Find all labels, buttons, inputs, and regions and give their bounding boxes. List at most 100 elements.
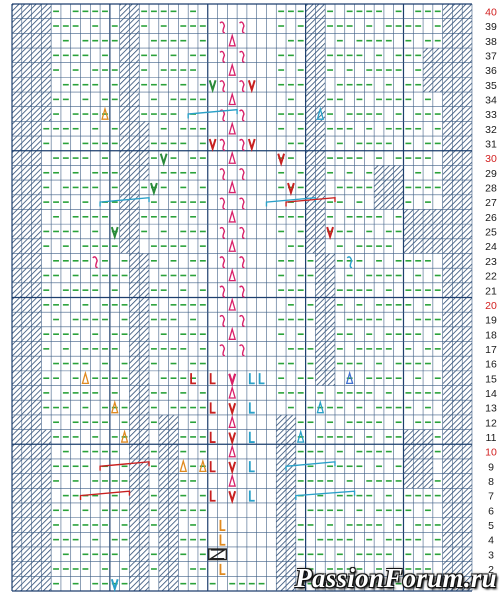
twist-icon bbox=[239, 138, 245, 151]
triangle-icon bbox=[345, 370, 354, 384]
twist-icon bbox=[219, 314, 226, 327]
row-number-label: 16 bbox=[485, 359, 497, 371]
no-stitch-cell bbox=[41, 77, 52, 93]
triangle-icon bbox=[228, 91, 237, 106]
triangle-icon bbox=[228, 33, 237, 47]
twist-icon bbox=[239, 80, 245, 93]
no-stitch-cell bbox=[442, 576, 472, 591]
bracket-icon bbox=[295, 490, 356, 501]
triangle-icon bbox=[296, 429, 305, 443]
no-stitch-cell bbox=[442, 444, 472, 459]
v-icon bbox=[247, 138, 256, 152]
v-icon bbox=[159, 153, 168, 167]
triangle-icon bbox=[179, 458, 188, 473]
row-number-label: 13 bbox=[485, 403, 497, 415]
no-stitch-cell bbox=[442, 356, 472, 371]
no-stitch-cell bbox=[442, 165, 472, 181]
twist-icon bbox=[239, 50, 245, 63]
no-stitch-cell bbox=[41, 18, 52, 34]
twist-icon bbox=[239, 109, 245, 122]
no-stitch-cell bbox=[442, 48, 472, 63]
twist-icon bbox=[239, 344, 245, 357]
row-number-label: 11 bbox=[486, 432, 497, 444]
chart-grid bbox=[11, 3, 473, 592]
l-icon bbox=[209, 402, 216, 414]
no-stitch-cell bbox=[12, 238, 42, 254]
no-stitch-cell bbox=[12, 121, 42, 137]
no-stitch-cell bbox=[12, 429, 42, 445]
l-icon bbox=[209, 490, 216, 502]
no-stitch-cell bbox=[12, 400, 42, 415]
no-stitch-cell bbox=[12, 473, 42, 489]
no-stitch-cell bbox=[442, 282, 472, 298]
triangle-icon bbox=[228, 150, 237, 164]
z-icon bbox=[208, 549, 227, 560]
no-stitch-cell bbox=[41, 33, 52, 49]
row-number-label: 12 bbox=[485, 417, 497, 429]
row-number-label: 40 bbox=[485, 6, 497, 18]
no-stitch-cell bbox=[12, 224, 42, 239]
no-stitch-cell bbox=[12, 561, 42, 577]
row-number-label: 23 bbox=[485, 256, 497, 268]
no-stitch-cell bbox=[12, 546, 42, 562]
no-stitch-cell bbox=[12, 165, 42, 181]
no-stitch-cell bbox=[442, 136, 472, 151]
no-stitch-cell bbox=[442, 429, 472, 445]
no-stitch-cell bbox=[12, 4, 42, 19]
row-number-label: 28 bbox=[485, 183, 497, 195]
l-icon bbox=[219, 519, 226, 531]
l-icon bbox=[219, 534, 226, 546]
no-stitch-cell bbox=[374, 180, 404, 195]
no-stitch-cell bbox=[442, 517, 472, 533]
no-stitch-cell bbox=[41, 48, 52, 63]
no-stitch-cell bbox=[442, 400, 472, 415]
no-stitch-cell bbox=[442, 92, 472, 107]
no-stitch-cell bbox=[41, 92, 52, 107]
cable-symbols bbox=[79, 21, 356, 593]
triangle-icon bbox=[316, 106, 325, 120]
no-stitch-cell bbox=[41, 502, 52, 518]
row-number-label: 19 bbox=[485, 315, 497, 327]
row-number-label: 30 bbox=[485, 153, 497, 165]
triangle-icon bbox=[228, 238, 237, 252]
no-stitch-cell bbox=[12, 253, 42, 269]
v-icon bbox=[228, 402, 237, 417]
no-stitch-cell bbox=[12, 576, 42, 591]
twist-icon bbox=[219, 344, 226, 357]
no-stitch-cell bbox=[442, 62, 472, 78]
v-icon bbox=[110, 226, 119, 240]
no-stitch-cell bbox=[403, 473, 433, 489]
twist-icon bbox=[219, 21, 226, 34]
row-number-label: 34 bbox=[485, 94, 497, 106]
no-stitch-cell bbox=[442, 546, 472, 562]
no-stitch-cell bbox=[442, 488, 472, 503]
no-stitch-cell bbox=[442, 561, 472, 577]
twist-icon bbox=[219, 138, 226, 151]
no-stitch-cell bbox=[12, 106, 42, 122]
no-stitch-cell bbox=[12, 517, 42, 533]
no-stitch-cell bbox=[442, 473, 472, 489]
z-box-icon bbox=[208, 548, 227, 561]
no-stitch-cell bbox=[12, 297, 42, 313]
triangle-icon bbox=[228, 473, 237, 487]
triangle-icon bbox=[228, 121, 237, 135]
no-stitch-cell bbox=[41, 473, 52, 489]
no-stitch-cell bbox=[12, 62, 42, 78]
v-icon bbox=[150, 182, 158, 196]
no-stitch-cell bbox=[374, 194, 404, 210]
row-number-label: 20 bbox=[485, 300, 497, 312]
no-stitch-cell bbox=[442, 326, 472, 342]
no-stitch-cell bbox=[442, 33, 472, 49]
triangle-icon bbox=[228, 326, 237, 340]
triangle-icon bbox=[199, 458, 207, 473]
v-icon bbox=[228, 432, 237, 446]
no-stitch-cell bbox=[442, 121, 472, 137]
triangle-icon bbox=[120, 429, 129, 443]
no-stitch-cell bbox=[12, 136, 42, 151]
v-icon bbox=[208, 138, 217, 152]
twist-icon bbox=[239, 226, 245, 239]
bracket-icon bbox=[99, 461, 150, 471]
no-stitch-cell bbox=[442, 180, 472, 195]
no-stitch-cell bbox=[12, 312, 42, 327]
row-number-label: 15 bbox=[485, 373, 497, 385]
